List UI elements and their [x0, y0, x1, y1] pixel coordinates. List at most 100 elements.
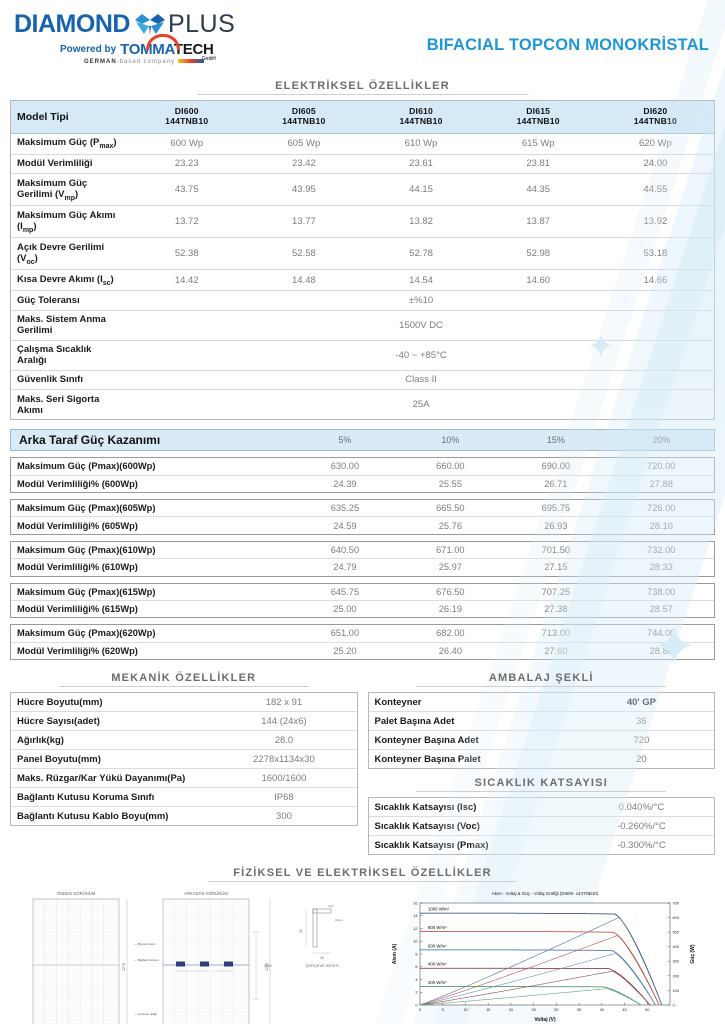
- physical-section-title: FİZİKSEL VE ELEKTRİKSEL ÖZELLİKLER: [148, 867, 578, 882]
- rear-gain-pct-2: 15%: [546, 435, 565, 446]
- cell-value: 26.40: [438, 645, 462, 656]
- cell-value: 738.00: [647, 586, 676, 597]
- table-row: Güvenlik Sınıfı Class II: [11, 370, 714, 390]
- row-label: Ağırlık(kg): [17, 734, 64, 746]
- cell-value: 630.00: [330, 461, 360, 472]
- table-row: Panel Boyutu(mm) 2278x1134x30: [11, 750, 357, 769]
- front-view-caption: ÖNDEN GÖRÜNÜM: [57, 891, 96, 896]
- cell-value: 182 x 91: [265, 696, 303, 708]
- svg-text:0: 0: [419, 1008, 421, 1012]
- tommatech-gmbh: GmbH: [201, 56, 216, 62]
- svg-text:45: 45: [622, 1008, 626, 1012]
- svg-text:— Çerçeve deliği: — Çerçeve deliği: [134, 1012, 157, 1016]
- mechanical-specs-table: Hücre Boyutu(mm) 182 x 91 Hücre Sayısı(ade…: [10, 692, 358, 827]
- cell-value: 701.50: [541, 544, 571, 555]
- row-label: Sıcaklık Katsayısı (Pmax): [374, 839, 489, 851]
- table-row: Kısa Devre Akımı (Isc) 14.42 14.48 14.54 14.…: [11, 270, 714, 291]
- cell-value: 27.88: [649, 478, 673, 489]
- table-row: Bağlantı Kutusu Koruma Sınıfı IP68: [11, 788, 357, 807]
- cell-value: 27.60: [544, 645, 568, 656]
- svg-text:2278: 2278: [122, 963, 126, 971]
- svg-text:2: 2: [415, 991, 417, 995]
- table-row: Modül Verimliliği% (620Wp) 25.20 26.40 27.6…: [11, 642, 714, 659]
- cell-value: 726.00: [647, 503, 676, 514]
- table-row: Maks. Sistem Anma Gerilimi 1500V DC: [11, 310, 714, 341]
- svg-text:600 W/m²: 600 W/m²: [428, 943, 447, 948]
- cell-value: 640.50: [330, 544, 360, 555]
- rear-gain-group: Maksimum Güç (Pmax)(600Wp) 630.00 660.00 69…: [10, 457, 715, 494]
- cell-value: 620 Wp: [639, 138, 672, 150]
- row-label: Güç Toleransı: [17, 294, 80, 306]
- cell-value: 25.97: [438, 562, 462, 573]
- rear-gain-pct-0: 5%: [338, 435, 352, 446]
- cell-value: 0.040%/°C: [618, 801, 665, 813]
- cell-value: 52.58: [292, 248, 316, 260]
- svg-text:600: 600: [673, 916, 679, 920]
- cell-value: 24.39: [333, 478, 357, 489]
- frame-section-caption: ÇERÇEVE KESİTİ: [305, 963, 338, 968]
- rear-gain-pct-1: 10%: [441, 435, 460, 446]
- mechanical-section-title: MEKANİK ÖZELLİKLER: [10, 672, 358, 687]
- cell-value: 14.48: [292, 274, 316, 286]
- cell-value: 665.50: [436, 503, 465, 514]
- row-label: Maksimum Güç (Pmax)(620Wp): [17, 628, 156, 639]
- cell-value: 144 (24x6): [261, 715, 307, 727]
- cell-value: 25.00: [333, 604, 357, 615]
- cell-value: 53.18: [643, 248, 668, 260]
- row-label: Hücre Sayısı(adet): [17, 715, 100, 727]
- cell-value: 44.55: [643, 184, 668, 196]
- row-label: Maksimum Güç (Pmax): [17, 137, 117, 151]
- cell-value: 676.50: [436, 586, 465, 597]
- row-label: Maksimum Güç (Pmax)(605Wp): [17, 503, 156, 514]
- cell-value: 1600/1600: [261, 772, 307, 784]
- svg-text:0: 0: [415, 1003, 417, 1007]
- svg-text:30: 30: [554, 1008, 558, 1012]
- table-row: Modül Verimliliği% (615Wp) 25.00 26.19 27.3…: [11, 600, 714, 617]
- svg-text:Güç (W): Güç (W): [690, 944, 696, 963]
- row-label: Bağlantı Kutusu Kablo Boyu(mm): [17, 810, 169, 822]
- rear-gain-group: Maksimum Güç (Pmax)(610Wp) 640.50 671.00 70…: [10, 540, 715, 577]
- cell-value: 600 Wp: [170, 138, 204, 150]
- svg-text:30: 30: [299, 929, 303, 933]
- logo-diamond-text: DIAMOND: [14, 10, 130, 38]
- svg-text:15: 15: [486, 1008, 490, 1012]
- svg-text:6: 6: [415, 965, 417, 969]
- cell-value: 732.00: [647, 544, 676, 555]
- cell-value: 13.77: [292, 216, 316, 228]
- cell-value: 25.55: [438, 478, 462, 489]
- cell-value: 25A: [412, 399, 430, 411]
- cell-value: 27.38: [544, 604, 568, 615]
- row-label: Konteyner Başına Palet: [374, 753, 481, 765]
- cell-value: 23.61: [409, 158, 433, 170]
- junction-box-1: [176, 961, 185, 967]
- table-row: Ağırlık(kg) 28.0: [11, 731, 357, 750]
- row-label: Hücre Boyutu(mm): [17, 696, 103, 708]
- row-label: Maksimum Güç Akımı (Imp): [17, 209, 116, 234]
- mechanical-column: MEKANİK ÖZELLİKLER Hücre Boyutu(mm) 182 x…: [10, 672, 358, 855]
- svg-text:Akım (A): Akım (A): [392, 943, 398, 964]
- svg-text:0: 0: [673, 1003, 675, 1007]
- row-label: Panel Boyutu(mm): [17, 753, 101, 765]
- logo-plus-text: PLUS: [167, 10, 236, 38]
- cell-value: 52.78: [409, 248, 433, 260]
- cell-value: 645.75: [330, 586, 360, 597]
- table-row: Hücre Boyutu(mm) 182 x 91: [11, 693, 357, 712]
- row-label: Sıcaklık Katsayısı (Voc): [374, 820, 480, 832]
- junction-box-3: [224, 961, 233, 967]
- table-row: Modül Verimliliği% (605Wp) 24.59 25.76 26.9…: [11, 517, 714, 534]
- cell-value: 690.00: [541, 461, 571, 472]
- cell-value: 671.00: [436, 544, 465, 555]
- table-row: Sıcaklık Katsayısı (Voc) -0.260%/°C: [368, 817, 714, 836]
- svg-text:1000 W/m²: 1000 W/m²: [428, 907, 450, 912]
- cell-value: 660.00: [436, 461, 465, 472]
- row-label: Konteyner Başına Adet: [374, 734, 479, 746]
- cell-value: 28.80: [649, 645, 673, 656]
- cell-value: IP68: [274, 791, 294, 803]
- table-row: Çalışma Sıcaklık Aralığı -40 ~ +85°C: [11, 340, 714, 371]
- table-row: Hücre Sayısı(adet) 144 (24x6): [11, 712, 357, 731]
- row-label: Açık Devre Gerilimi (Voc): [17, 241, 105, 266]
- row-label: Modül Verimliliği: [17, 158, 93, 170]
- cell-value: 24.79: [333, 562, 357, 573]
- rear-gain-group: Maksimum Güç (Pmax)(605Wp) 635.25 665.50 69…: [10, 499, 715, 535]
- table-row: Konteyner 40' GP: [368, 693, 714, 712]
